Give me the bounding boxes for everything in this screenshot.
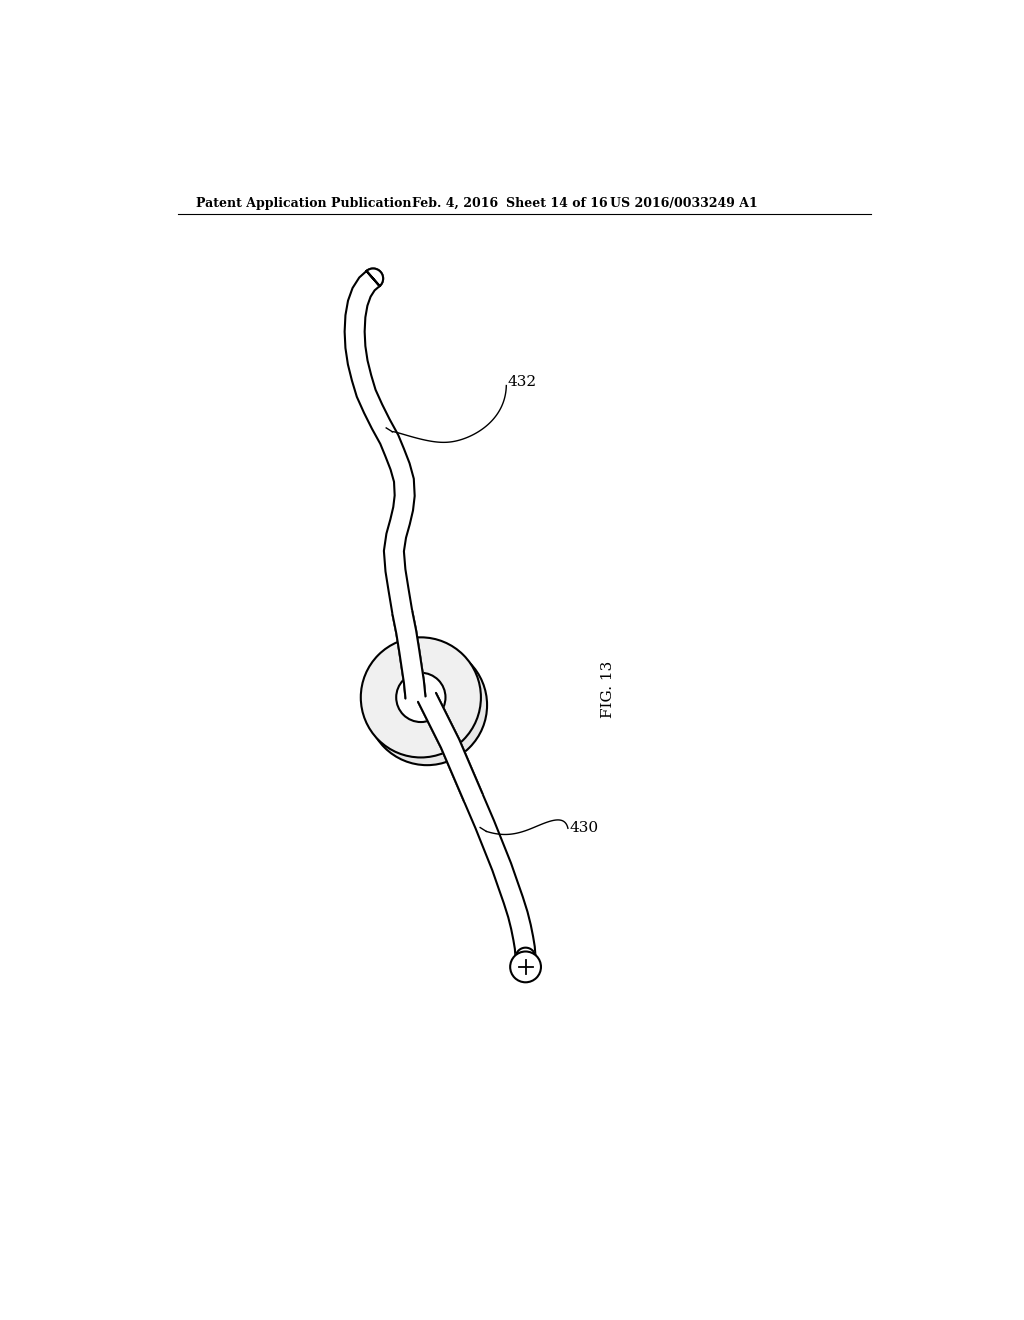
Polygon shape — [418, 693, 536, 958]
Circle shape — [396, 673, 445, 722]
Polygon shape — [515, 948, 536, 958]
Polygon shape — [392, 611, 425, 698]
Text: Feb. 4, 2016: Feb. 4, 2016 — [412, 197, 498, 210]
Text: 432: 432 — [508, 375, 537, 388]
Circle shape — [367, 645, 487, 766]
Polygon shape — [418, 693, 482, 801]
Text: 430: 430 — [569, 821, 599, 836]
Circle shape — [402, 681, 452, 730]
Polygon shape — [345, 271, 425, 698]
Text: US 2016/0033249 A1: US 2016/0033249 A1 — [610, 197, 758, 210]
Circle shape — [510, 952, 541, 982]
Circle shape — [360, 638, 481, 758]
Polygon shape — [367, 268, 383, 286]
Text: Patent Application Publication: Patent Application Publication — [196, 197, 412, 210]
Text: Sheet 14 of 16: Sheet 14 of 16 — [506, 197, 607, 210]
Polygon shape — [367, 268, 383, 286]
Text: FIG. 13: FIG. 13 — [601, 661, 615, 718]
